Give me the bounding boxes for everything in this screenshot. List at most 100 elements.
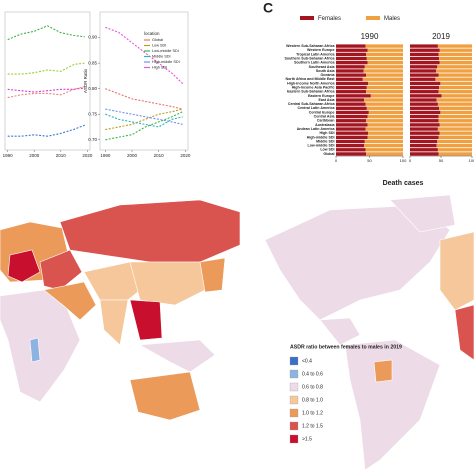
bar-segment (367, 123, 403, 127)
bar-segment (410, 143, 437, 148)
bar-segment (410, 94, 442, 98)
series-line (7, 85, 85, 99)
bar-segment (410, 44, 438, 48)
panel-title: 1990 (361, 32, 379, 41)
bar-segment (336, 119, 367, 123)
category-label: Oceania (321, 73, 336, 77)
category-label: High-income Asia Pacific (292, 86, 335, 90)
bar-segment (364, 143, 403, 148)
map-legend-swatch (289, 356, 299, 366)
bar-segment (410, 81, 441, 86)
category-label: Australasia (315, 123, 335, 127)
bar-segment (437, 148, 472, 152)
x-tick-label: 2020 (82, 153, 93, 158)
bar-segment (336, 98, 365, 102)
bar-segment (437, 139, 472, 144)
map-legend-label: >1.5 (302, 436, 312, 442)
bar-segment (438, 114, 472, 119)
map-legend-label: 0.6 to 0.8 (302, 384, 323, 390)
plot-frame (4, 11, 91, 151)
bar-segment (336, 139, 365, 144)
bar-segment (363, 69, 403, 73)
y-axis-label: ASDR Ratio (83, 68, 88, 93)
bar-segment (336, 60, 368, 65)
x-tick-label: 0 (335, 158, 338, 163)
bar-segment (438, 73, 472, 77)
bar-segment (437, 127, 472, 131)
bar-segment (368, 81, 403, 86)
category-label: Southern Latin America (294, 61, 335, 65)
bar-segment (439, 48, 472, 52)
bar-segment (410, 127, 438, 131)
bar-segment (336, 48, 368, 52)
x-tick-label: 2000 (29, 153, 40, 158)
bar-segment (410, 139, 438, 144)
category-label: Southern Sub-Saharan Africa (285, 56, 336, 60)
bar-segment (336, 85, 367, 90)
bar-segment (364, 139, 403, 144)
bar-segment (410, 73, 439, 77)
bar-segment (440, 110, 472, 115)
bar-segment (336, 110, 369, 115)
bar-segment (366, 52, 403, 57)
map-legend-label: <0.4 (302, 358, 312, 364)
bar-segment (336, 106, 367, 110)
bar-segment (438, 52, 472, 57)
x-tick-label: 2010 (56, 153, 67, 158)
bar-segment (441, 94, 472, 98)
series-line (105, 113, 183, 128)
y-tick-label: 0.85 (88, 60, 97, 65)
bar-segment (336, 123, 368, 127)
category-label: Low SDI (320, 148, 334, 152)
bar-segment (336, 44, 366, 48)
bar-segment (437, 65, 472, 69)
bar-segment (336, 94, 371, 98)
category-label: Global (323, 152, 334, 156)
series-line (105, 26, 184, 84)
bar-segment (366, 152, 403, 156)
legend-label: High-middle SDI (152, 60, 180, 64)
bar-segment (436, 69, 472, 73)
bar-segment (367, 114, 403, 119)
bar-segment (410, 131, 440, 135)
x-tick-label: 2020 (180, 153, 191, 158)
category-label: Andean Latin America (297, 127, 336, 131)
bar-segment (336, 127, 366, 131)
bar-segment (336, 77, 363, 81)
map-right (264, 194, 474, 471)
category-label: Central Latin America (297, 106, 335, 110)
bar-segment (438, 152, 472, 156)
bar-segment (439, 131, 472, 135)
bar-segment (410, 60, 440, 65)
plot-frame (99, 11, 189, 151)
category-label: High-middle SDI (307, 135, 335, 139)
series-line (105, 111, 183, 141)
bar-segment (439, 85, 472, 90)
bar-segment (336, 52, 367, 57)
x-axis-label: Death cases (383, 180, 424, 187)
x-tick-label: 1990 (3, 153, 14, 158)
category-label: Eastern Europe (308, 94, 335, 98)
x-tick-label: 0 (409, 158, 412, 163)
bar-segment (364, 98, 403, 102)
bar-segment (440, 81, 472, 86)
bar-segment (336, 69, 364, 73)
category-label: Tropical Latin America (296, 52, 335, 56)
category-label: Western Sub-Saharan Africa (286, 44, 335, 48)
y-tick-label: 0.75 (88, 111, 97, 116)
bar-segment (410, 85, 440, 90)
x-tick-label: 100 (469, 158, 474, 163)
bar-segment (362, 77, 403, 81)
category-label: High-income North America (287, 81, 335, 85)
category-label: Low-middle SDI (308, 144, 335, 148)
bar-segment (336, 152, 367, 156)
category-label: East Asia (318, 98, 335, 102)
bar-segment (410, 90, 439, 94)
map-legend-swatch (289, 408, 299, 418)
series-line (105, 88, 183, 110)
bar-segment (366, 56, 403, 61)
bar-segment (410, 106, 440, 110)
category-label: Central Sub-Saharan Africa (288, 102, 336, 106)
